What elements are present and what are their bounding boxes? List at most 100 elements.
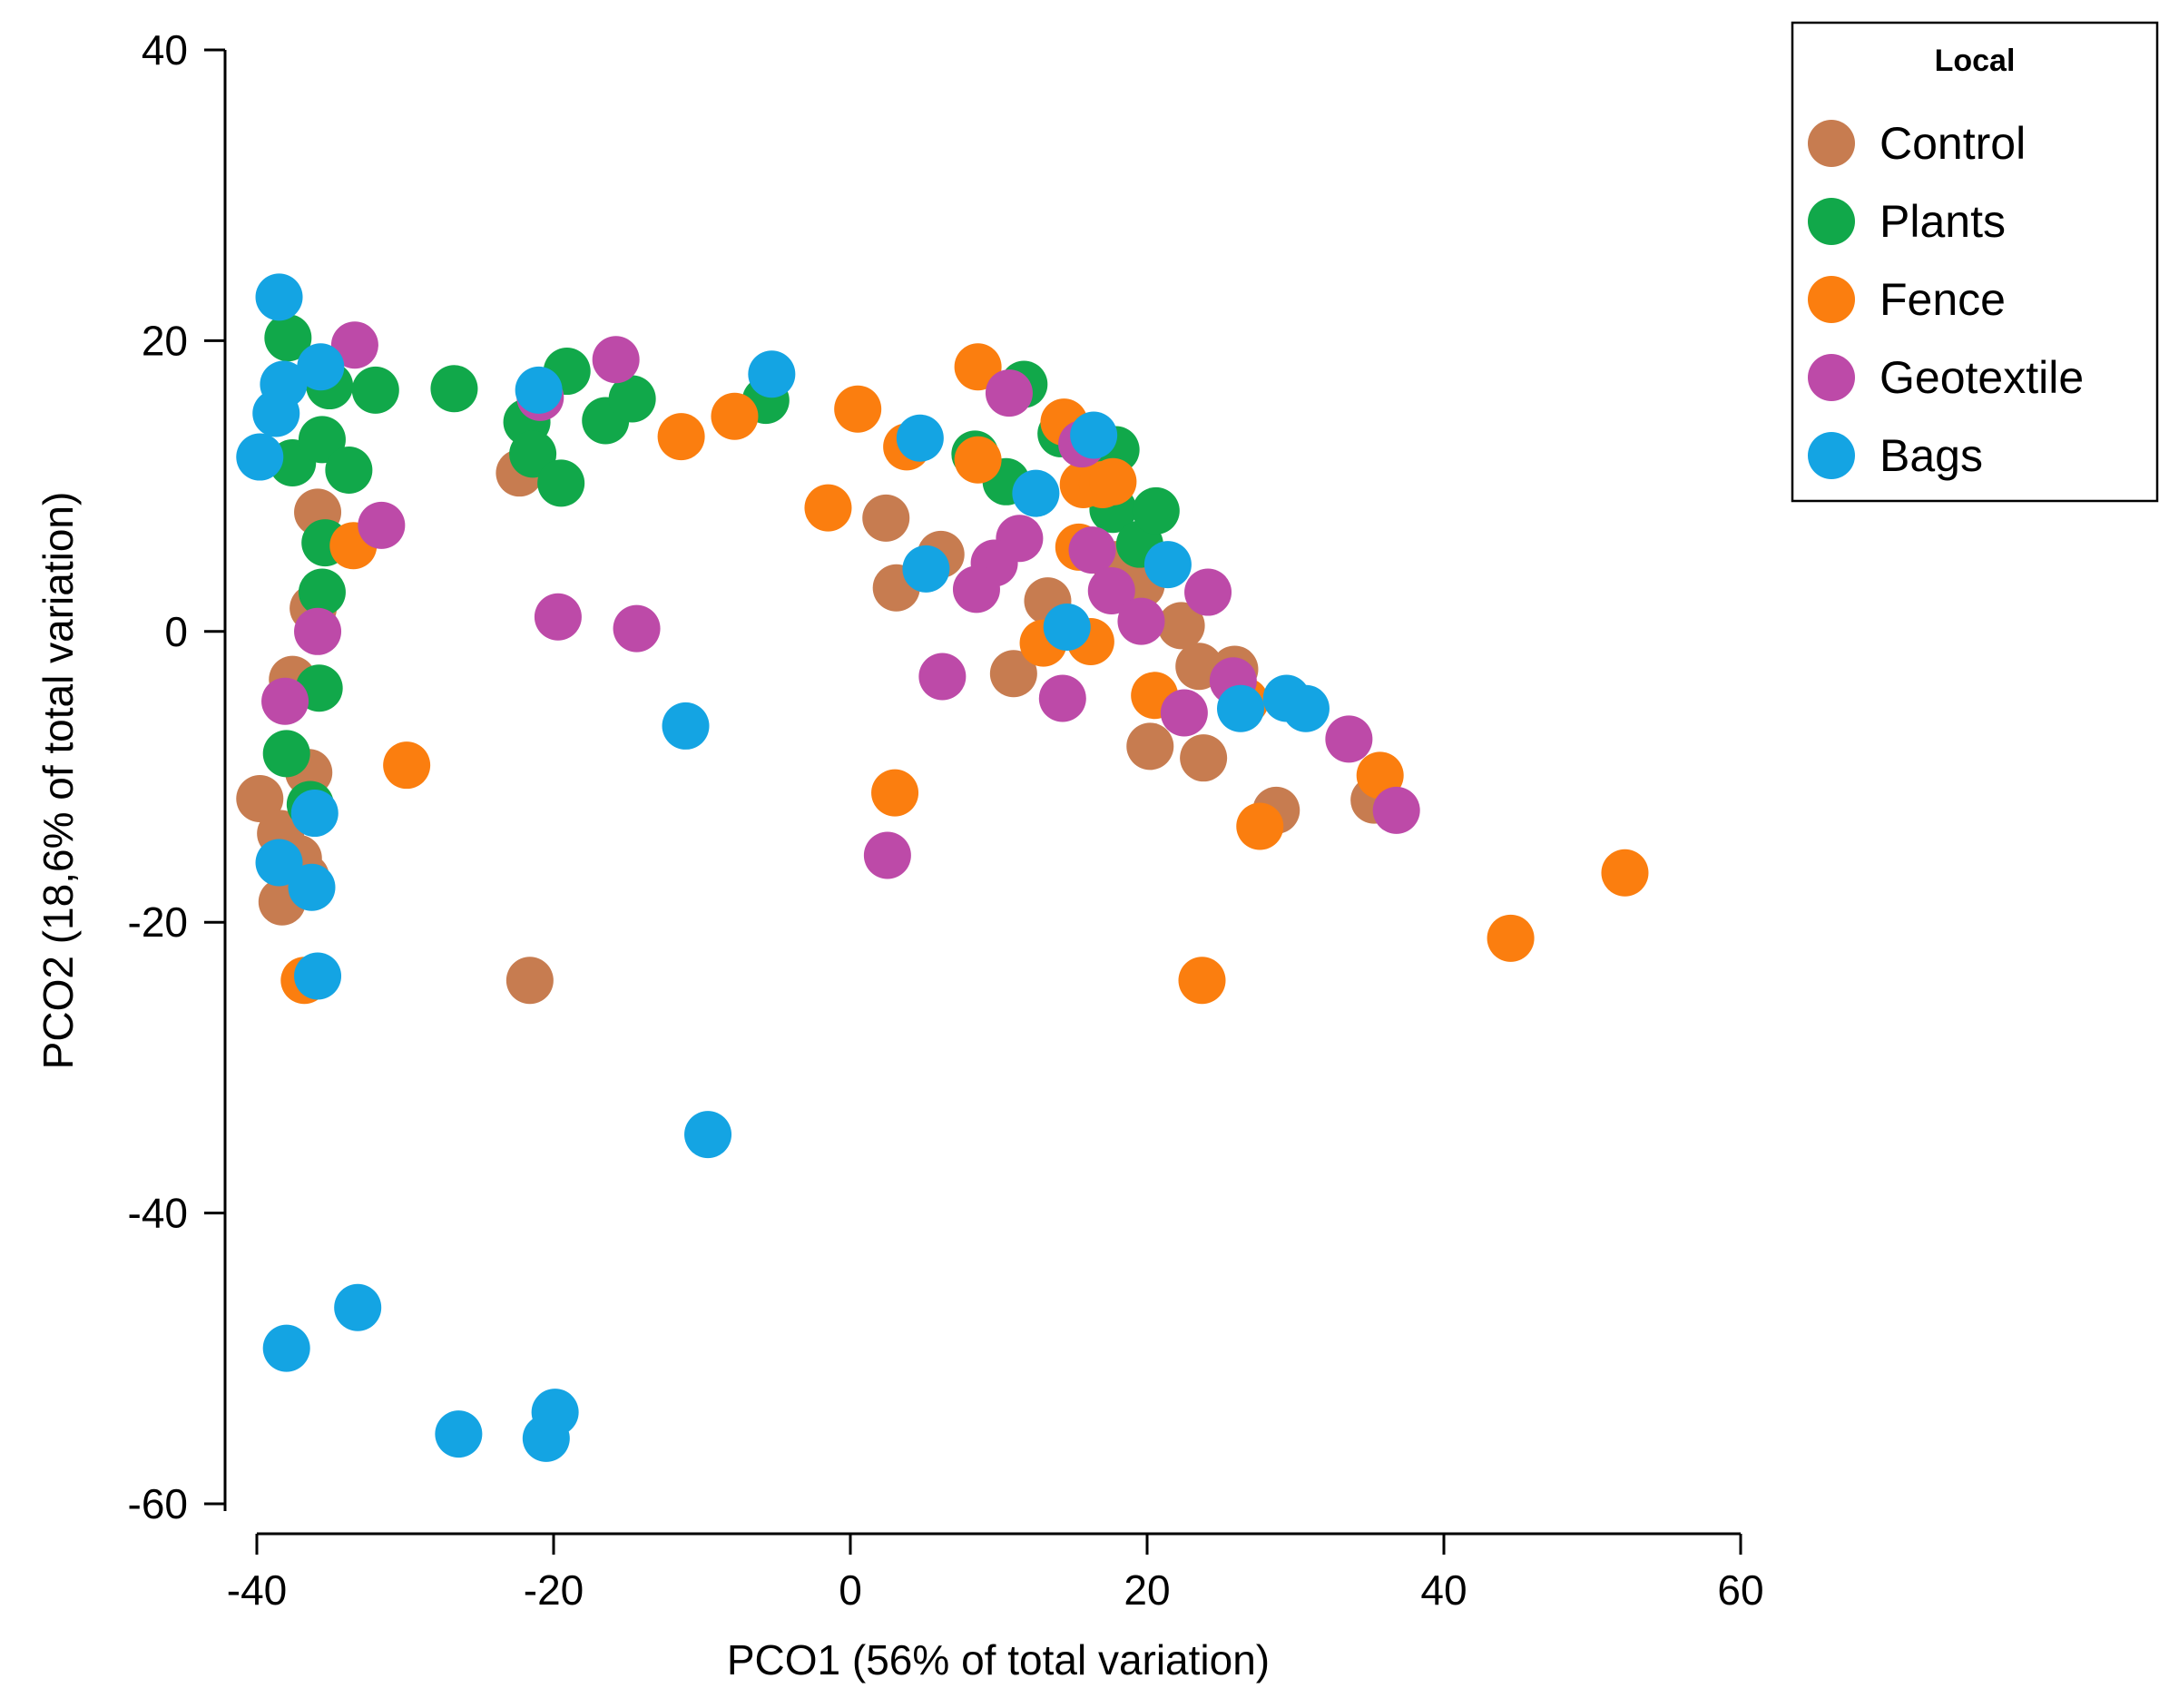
point-bags bbox=[684, 1111, 732, 1159]
point-fence bbox=[711, 392, 759, 440]
x-tick-label: 0 bbox=[839, 1566, 862, 1614]
legend-marker bbox=[1808, 432, 1855, 479]
x-axis-title: PCO1 (56% of total variation) bbox=[727, 1636, 1270, 1683]
point-plants bbox=[430, 365, 478, 413]
point-geotextile bbox=[863, 831, 911, 879]
point-geotextile bbox=[1184, 568, 1232, 616]
x-tick-label: -20 bbox=[524, 1566, 584, 1614]
point-bags bbox=[896, 414, 944, 462]
point-bags bbox=[435, 1410, 483, 1458]
legend-marker bbox=[1808, 120, 1855, 167]
point-geotextile bbox=[952, 565, 1000, 614]
point-control bbox=[989, 650, 1037, 698]
point-control bbox=[862, 494, 910, 542]
point-geotextile bbox=[985, 369, 1033, 417]
point-bags bbox=[1143, 541, 1192, 589]
legend-items: Control Plants Fence Geotextile Bags bbox=[1808, 118, 2084, 481]
point-geotextile bbox=[261, 677, 309, 725]
point-fence bbox=[657, 413, 705, 461]
point-geotextile bbox=[534, 593, 582, 641]
x-tick-label: 20 bbox=[1124, 1566, 1170, 1614]
point-bags bbox=[1043, 603, 1091, 651]
x-tick-label: 40 bbox=[1420, 1566, 1467, 1614]
point-bags bbox=[1217, 684, 1265, 732]
point-bags bbox=[255, 273, 303, 321]
point-geotextile bbox=[1325, 715, 1373, 763]
point-geotextile bbox=[1160, 689, 1208, 737]
point-geotextile bbox=[1068, 526, 1116, 574]
point-fence bbox=[1089, 457, 1137, 506]
y-tick-label: -20 bbox=[128, 898, 188, 946]
legend-item-fence: Fence bbox=[1808, 274, 2006, 325]
axes: 40 20 0 -20 -40 -60 -40 -20 0 20 40 60 bbox=[128, 26, 1764, 1614]
point-control bbox=[505, 957, 554, 1005]
y-tick-label: 0 bbox=[164, 608, 188, 655]
point-bags bbox=[334, 1283, 382, 1331]
point-plants bbox=[509, 430, 557, 478]
point-plants bbox=[298, 416, 346, 464]
series-control bbox=[236, 449, 1399, 1005]
legend-label: Fence bbox=[1879, 274, 2006, 325]
point-fence bbox=[871, 769, 919, 817]
y-axis-ticks: 40 20 0 -20 -40 -60 bbox=[128, 26, 225, 1527]
point-bags bbox=[294, 952, 342, 1000]
x-tick-label: -40 bbox=[227, 1566, 287, 1614]
point-bags bbox=[255, 839, 303, 887]
point-fence bbox=[954, 343, 1002, 391]
y-axis-title: PCO2 (18,6% of total variation) bbox=[34, 492, 82, 1070]
point-bags bbox=[1012, 469, 1060, 517]
y-tick-label: -60 bbox=[128, 1480, 188, 1527]
legend-label: Geotextile bbox=[1879, 352, 2084, 403]
point-plants bbox=[262, 730, 310, 778]
legend-marker bbox=[1808, 354, 1855, 401]
point-fence bbox=[954, 436, 1002, 484]
legend-item-bags: Bags bbox=[1808, 430, 1983, 481]
point-geotextile bbox=[918, 653, 967, 701]
point-fence bbox=[1178, 957, 1226, 1005]
point-fence bbox=[1236, 802, 1284, 850]
point-bags bbox=[1070, 411, 1118, 459]
point-control bbox=[1157, 602, 1205, 650]
point-bags bbox=[902, 545, 950, 593]
point-bags bbox=[297, 343, 345, 391]
legend-item-plants: Plants bbox=[1808, 196, 2006, 247]
point-bags bbox=[288, 863, 336, 911]
point-geotextile bbox=[1117, 597, 1165, 645]
legend: Local Control Plants Fence Geotextile Bags bbox=[1791, 21, 2159, 503]
x-tick-label: 60 bbox=[1717, 1566, 1763, 1614]
point-bags bbox=[262, 1324, 310, 1372]
point-control bbox=[1180, 734, 1228, 782]
point-geotextile bbox=[1087, 566, 1135, 614]
legend-label: Control bbox=[1879, 118, 2026, 169]
point-bags bbox=[1281, 684, 1330, 732]
point-plants bbox=[325, 446, 373, 494]
point-bags bbox=[252, 389, 300, 437]
point-plants bbox=[264, 314, 312, 362]
point-fence bbox=[834, 385, 882, 433]
point-fence bbox=[383, 741, 431, 790]
series-geotextile bbox=[261, 321, 1420, 879]
point-plants bbox=[1132, 486, 1180, 535]
point-geotextile bbox=[294, 607, 342, 655]
data-points bbox=[236, 273, 1649, 1462]
legend-marker bbox=[1808, 276, 1855, 323]
point-geotextile bbox=[1372, 786, 1420, 834]
point-control bbox=[236, 775, 284, 823]
x-axis-ticks: -40 -20 0 20 40 60 bbox=[227, 1534, 1764, 1614]
point-plants bbox=[298, 568, 346, 616]
point-bags bbox=[290, 790, 339, 838]
legend-marker bbox=[1808, 198, 1855, 245]
point-fence bbox=[1487, 914, 1535, 962]
series-bags bbox=[236, 273, 1330, 1462]
point-bags bbox=[531, 1389, 579, 1437]
point-geotextile bbox=[613, 604, 661, 653]
point-plants bbox=[608, 375, 656, 423]
point-plants bbox=[537, 459, 585, 507]
point-fence bbox=[1601, 849, 1649, 897]
legend-title: Local bbox=[1935, 44, 2016, 78]
point-bags bbox=[515, 366, 563, 414]
point-bags bbox=[236, 433, 284, 481]
legend-item-control: Control bbox=[1808, 118, 2026, 169]
point-bags bbox=[748, 350, 796, 398]
y-tick-label: 20 bbox=[142, 317, 188, 364]
